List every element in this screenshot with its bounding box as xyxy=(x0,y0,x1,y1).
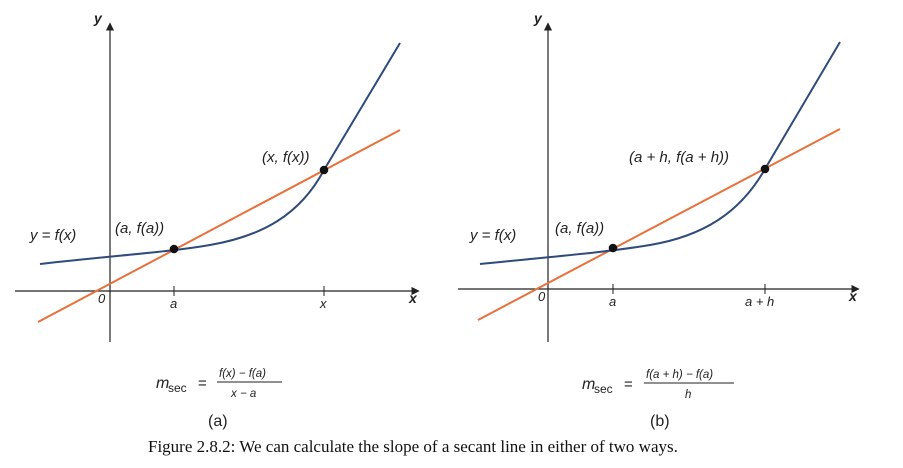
panel-a-point-a xyxy=(170,245,179,254)
panel-b-sublabel: (b) xyxy=(650,413,670,430)
panel-a-x-axis-label: x xyxy=(408,290,418,306)
panel-a-tick-x-label: x xyxy=(319,296,327,311)
panel-a-sublabel: (a) xyxy=(208,413,228,430)
panel-a: y x 0 a x y = f(x) (a, f(a)) (x, f(x)) m… xyxy=(15,10,418,430)
panel-b-formula-denominator: h xyxy=(685,389,691,401)
panel-a-formula-sub: sec xyxy=(168,381,187,395)
panel-b-point-a xyxy=(609,244,618,253)
panel-b-x-axis-label: x xyxy=(848,288,858,304)
panel-b-formula: m sec = f(a + h) − f(a) h xyxy=(582,369,734,401)
panel-b-tick-ah-label: a + h xyxy=(745,294,774,309)
panel-b-curve-label: y = f(x) xyxy=(469,227,516,244)
panel-a-curve xyxy=(40,43,400,264)
panel-a-formula-numerator: f(x) − f(a) xyxy=(219,368,266,380)
panel-b-point-a-label: (a, f(a)) xyxy=(555,220,604,237)
panel-b-formula-eq: = xyxy=(624,376,633,393)
panel-a-secant-line xyxy=(38,130,400,322)
panel-a-point-x xyxy=(320,166,329,175)
panel-b-formula-sub: sec xyxy=(594,382,613,396)
panel-a-formula-denominator: x − a xyxy=(230,388,256,400)
figure-caption: Figure 2.8.2: We can calculate the slope… xyxy=(148,437,678,456)
panel-a-point-x-label: (x, f(x)) xyxy=(262,149,309,166)
panel-a-curve-label: y = f(x) xyxy=(29,227,76,244)
panel-a-origin-label: 0 xyxy=(98,291,106,306)
panel-b-formula-numerator: f(a + h) − f(a) xyxy=(646,369,713,381)
panel-a-point-a-label: (a, f(a)) xyxy=(115,220,164,237)
panel-b: y x 0 a a + h y = f(x) (a, f(a)) (a + h,… xyxy=(458,10,858,430)
panel-b-point-ah xyxy=(761,165,770,174)
panel-b-y-axis-label: y xyxy=(533,10,543,26)
panel-a-y-axis-label: y xyxy=(93,10,103,26)
panel-b-tick-a-label: a xyxy=(609,294,616,309)
panel-a-formula-eq: = xyxy=(198,375,207,392)
panel-a-tick-a-label: a xyxy=(170,296,177,311)
panel-b-origin-label: 0 xyxy=(538,289,546,304)
panel-a-formula: m sec = f(x) − f(a) x − a xyxy=(156,368,282,400)
panel-b-point-ah-label: (a + h, f(a + h)) xyxy=(629,149,729,166)
